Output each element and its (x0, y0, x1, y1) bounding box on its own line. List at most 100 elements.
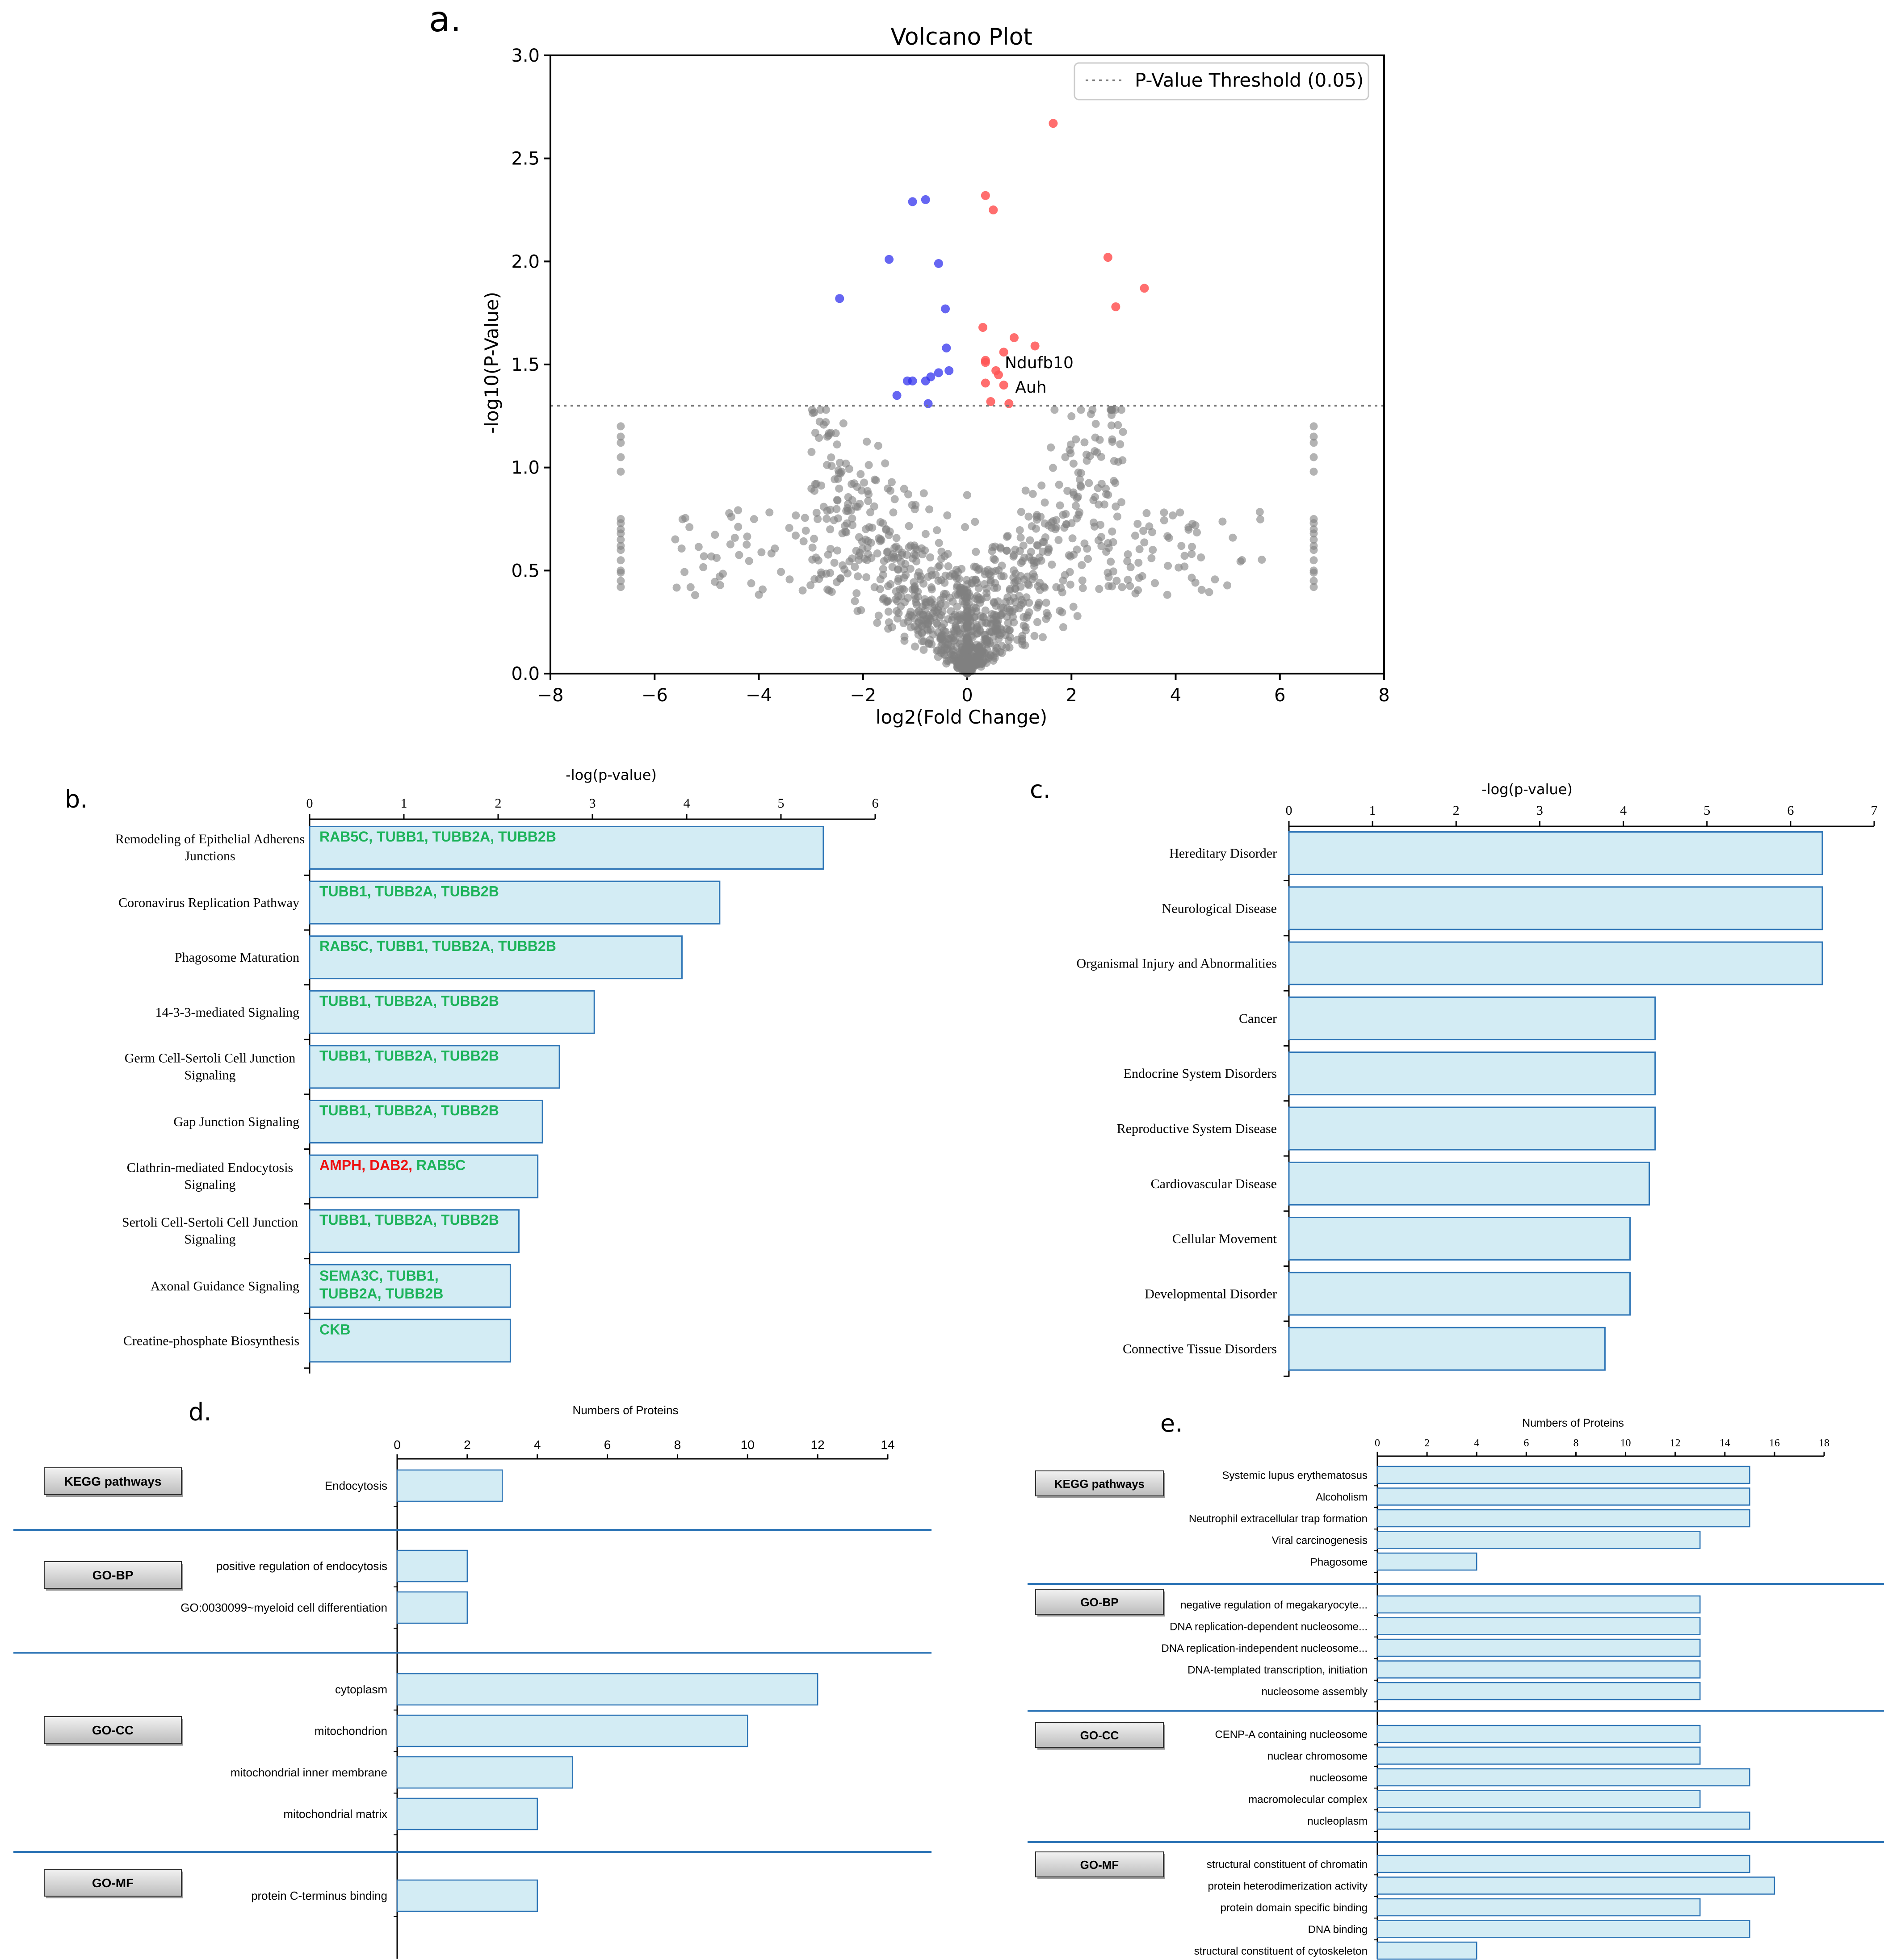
ns-point (1021, 486, 1030, 495)
bar (1376, 1768, 1750, 1787)
volcano-xlabel: log2(Fold Change) (876, 706, 1047, 728)
ns-point (1078, 561, 1086, 570)
down-point (908, 197, 917, 206)
ns-point (1160, 516, 1168, 524)
y-tick-label: 0.0 (511, 664, 540, 684)
panel-d-xlabel: Numbers of Proteins (573, 1403, 679, 1417)
ns-point (1026, 536, 1034, 544)
ns-point (852, 589, 861, 598)
bar (396, 1714, 748, 1747)
ns-point (918, 550, 927, 559)
bar (1288, 941, 1823, 985)
ns-point (812, 553, 820, 562)
ns-point (944, 640, 952, 649)
category-label: Hereditary Disorder (1169, 846, 1277, 861)
ns-point (826, 544, 835, 553)
ns-point (680, 568, 689, 576)
ns-point (852, 503, 860, 511)
ns-point (694, 543, 703, 551)
ns-point (686, 583, 695, 591)
category-label: Creatine-phosphate Biosynthesis (123, 1333, 299, 1348)
ns-point (944, 550, 952, 558)
legend-text: P-Value Threshold (0.05) (1135, 69, 1364, 91)
ns-point (1080, 539, 1089, 548)
ns-point (1255, 508, 1264, 516)
group-label-text: GO-CC (1080, 1729, 1119, 1742)
ns-point (819, 503, 828, 511)
ns-point (961, 523, 969, 532)
category-label: Clathrin-mediated Endocytosis Signaling (127, 1160, 293, 1192)
term-label: protein C-terminus binding (251, 1889, 387, 1902)
ns-point (943, 657, 951, 665)
ns-point (967, 579, 976, 587)
panel-e-enrichment: e. Numbers of Proteins 0 2 4 6 8 10 12 14 16 18 KE… (1028, 1409, 1884, 1960)
ns-point (833, 440, 841, 449)
ns-point (1309, 541, 1318, 550)
ns-point (864, 461, 873, 469)
ns-point (671, 535, 680, 544)
ns-point (1110, 477, 1118, 485)
ns-point (890, 544, 899, 552)
ns-point (908, 585, 917, 594)
gene-list: TUBB1, TUBB2A, TUBB2B (319, 1102, 499, 1118)
ns-point (814, 515, 822, 524)
category-label: Cellular Movement (1172, 1231, 1277, 1246)
gene-segment: TUBB1, TUBB2A, TUBB2B (319, 884, 499, 900)
ns-point (1197, 553, 1205, 561)
ns-point (839, 419, 848, 427)
ns-point (963, 586, 972, 595)
ns-point (1011, 598, 1020, 606)
ns-point (1126, 582, 1134, 590)
point-annotation: Ndufb10 (1005, 354, 1074, 372)
up-point (999, 381, 1008, 390)
x-tick-label: 12 (811, 1438, 825, 1452)
x-tick-label: 4 (684, 796, 690, 811)
ns-point (1061, 571, 1069, 579)
category-label: Phagosome Maturation (175, 950, 299, 965)
group-label-kegg-pathways: KEGG pathways (1035, 1470, 1165, 1498)
ns-point (799, 537, 808, 545)
ns-point (848, 554, 856, 563)
term-label: nucleosome assembly (1262, 1686, 1368, 1698)
group-label-box (1035, 1722, 1164, 1748)
ns-point (925, 505, 934, 514)
ns-point (1149, 546, 1157, 554)
category-line: 14-3-3-mediated Signaling (155, 1005, 299, 1020)
term-label: Viral carcinogenesis (1272, 1535, 1368, 1547)
term-label: protein domain specific binding (1220, 1902, 1368, 1914)
ns-point (882, 525, 890, 534)
ns-point (1205, 588, 1213, 596)
ns-point (838, 561, 847, 570)
volcano-ylabel: -log10(P-Value) (481, 292, 503, 434)
up-point (1049, 119, 1058, 128)
ns-point (863, 437, 871, 446)
ns-point (1075, 475, 1084, 484)
ns-point (1050, 406, 1059, 414)
ns-point (948, 570, 957, 578)
ns-point (1024, 512, 1033, 521)
ns-point (1029, 557, 1038, 565)
ns-point (831, 475, 839, 484)
x-tick-label: 8 (1378, 685, 1389, 706)
group-label-go-bp: GO-BP (1035, 1589, 1165, 1617)
category-line: Creatine-phosphate Biosynthesis (123, 1333, 299, 1348)
ns-point (1256, 515, 1264, 524)
x-tick-label: 6 (872, 796, 879, 811)
ns-point (685, 523, 694, 532)
ns-point (617, 577, 625, 585)
ns-point (824, 431, 833, 440)
up-point (986, 397, 995, 406)
ns-point (993, 644, 1001, 652)
ns-point (1236, 557, 1245, 565)
category-label: Neurological Disease (1162, 901, 1277, 916)
ns-point (1017, 507, 1025, 516)
ns-point (1135, 545, 1144, 553)
ns-point (1045, 521, 1053, 530)
ns-point (1076, 482, 1085, 490)
bar (396, 1797, 538, 1830)
ns-point (765, 508, 774, 517)
ns-point (1309, 536, 1318, 544)
up-point (989, 205, 998, 214)
panel-a-volcano-plot: a. Volcano Plot −8 −6 −4 −2 0 2 4 6 8 0.0 0.5 1.0 1.… (429, 0, 1390, 728)
ns-point (1003, 546, 1011, 555)
